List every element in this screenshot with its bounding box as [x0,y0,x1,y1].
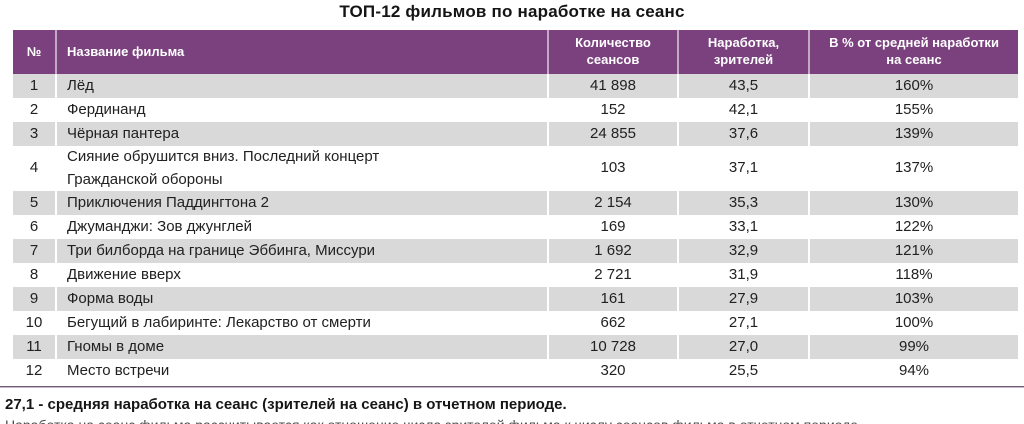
cell-title: Сияние обрушится вниз. Последний концерт… [55,146,547,191]
cell-viewers: 42,1 [677,98,808,122]
page-title: ТОП-12 фильмов по наработке на сеанс [339,2,685,21]
cell-sessions: 152 [547,98,677,122]
cell-num: 6 [13,215,55,239]
cell-pct: 118% [808,263,1018,287]
table-row: 5 Приключения Паддингтона 2 2 154 35,3 1… [13,191,1018,215]
truncated-note: Наработка на сеанс фильма рассчитывается… [5,417,1020,424]
table-row: 2 Фердинанд 152 42,1 155% [13,98,1018,122]
cell-num: 8 [13,263,55,287]
films-table: № Название фильма Количество сеансов Нар… [13,30,1018,383]
cell-pct: 121% [808,239,1018,263]
table-row: 9 Форма воды 161 27,9 103% [13,287,1018,311]
cell-title: Чёрная пантера [55,122,547,146]
header-row: № Название фильма Количество сеансов Нар… [13,30,1018,74]
cell-sessions: 103 [547,146,677,191]
column-header-sessions: Количество сеансов [547,30,677,74]
cell-num: 5 [13,191,55,215]
cell-num: 4 [13,146,55,191]
table-bottom-border-dark [0,386,1024,387]
table-row: 1 Лёд 41 898 43,5 160% [13,74,1018,98]
cell-sessions: 1 692 [547,239,677,263]
cell-sessions: 2 154 [547,191,677,215]
column-header-title: Название фильма [55,30,547,74]
cell-viewers: 37,1 [677,146,808,191]
cell-sessions: 662 [547,311,677,335]
table-row: 10 Бегущий в лабиринте: Лекарство от сме… [13,311,1018,335]
table-row: 6 Джуманджи: Зов джунглей 169 33,1 122% [13,215,1018,239]
cell-title: Место встречи [55,359,547,383]
table-row: 7 Три билборда на границе Эббинга, Миссу… [13,239,1018,263]
cell-viewers: 35,3 [677,191,808,215]
cell-num: 2 [13,98,55,122]
cell-viewers: 32,9 [677,239,808,263]
cell-title: Лёд [55,74,547,98]
cell-title: Гномы в доме [55,335,547,359]
average-note: 27,1 - средняя наработка на сеанс (зрите… [5,396,567,413]
cell-title: Фердинанд [55,98,547,122]
cell-viewers: 27,9 [677,287,808,311]
cell-sessions: 24 855 [547,122,677,146]
cell-pct: 160% [808,74,1018,98]
cell-title: Движение вверх [55,263,547,287]
cell-sessions: 10 728 [547,335,677,359]
cell-viewers: 33,1 [677,215,808,239]
cell-pct: 130% [808,191,1018,215]
table-row: 3 Чёрная пантера 24 855 37,6 139% [13,122,1018,146]
cell-title: Три билборда на границе Эббинга, Миссури [55,239,547,263]
table-row: 12 Место встречи 320 25,5 94% [13,359,1018,383]
cell-title: Джуманджи: Зов джунглей [55,215,547,239]
cell-sessions: 161 [547,287,677,311]
cell-sessions: 2 721 [547,263,677,287]
column-header-viewers: Наработка, зрителей [677,30,808,74]
table-row: 4 Сияние обрушится вниз. Последний конце… [13,146,1018,191]
cell-num: 12 [13,359,55,383]
column-header-pct: В % от средней наработки на сеанс [808,30,1018,74]
cell-num: 9 [13,287,55,311]
cell-viewers: 27,1 [677,311,808,335]
table-header: № Название фильма Количество сеансов Нар… [13,30,1018,74]
cell-num: 7 [13,239,55,263]
cell-sessions: 41 898 [547,74,677,98]
cell-num: 10 [13,311,55,335]
cell-pct: 100% [808,311,1018,335]
cell-viewers: 31,9 [677,263,808,287]
cell-pct: 155% [808,98,1018,122]
table-bottom-border-light [0,387,1024,388]
cell-sessions: 320 [547,359,677,383]
cell-pct: 94% [808,359,1018,383]
cell-num: 1 [13,74,55,98]
cell-pct: 103% [808,287,1018,311]
cell-pct: 122% [808,215,1018,239]
cell-num: 3 [13,122,55,146]
cell-viewers: 43,5 [677,74,808,98]
table-row: 11 Гномы в доме 10 728 27,0 99% [13,335,1018,359]
cell-pct: 99% [808,335,1018,359]
cell-pct: 139% [808,122,1018,146]
cell-viewers: 25,5 [677,359,808,383]
cell-pct: 137% [808,146,1018,191]
cell-sessions: 169 [547,215,677,239]
cell-viewers: 27,0 [677,335,808,359]
table-row: 8 Движение вверх 2 721 31,9 118% [13,263,1018,287]
column-header-num: № [13,30,55,74]
cell-viewers: 37,6 [677,122,808,146]
cell-title: Бегущий в лабиринте: Лекарство от смерти [55,311,547,335]
cell-title: Приключения Паддингтона 2 [55,191,547,215]
cell-num: 11 [13,335,55,359]
cell-title: Форма воды [55,287,547,311]
